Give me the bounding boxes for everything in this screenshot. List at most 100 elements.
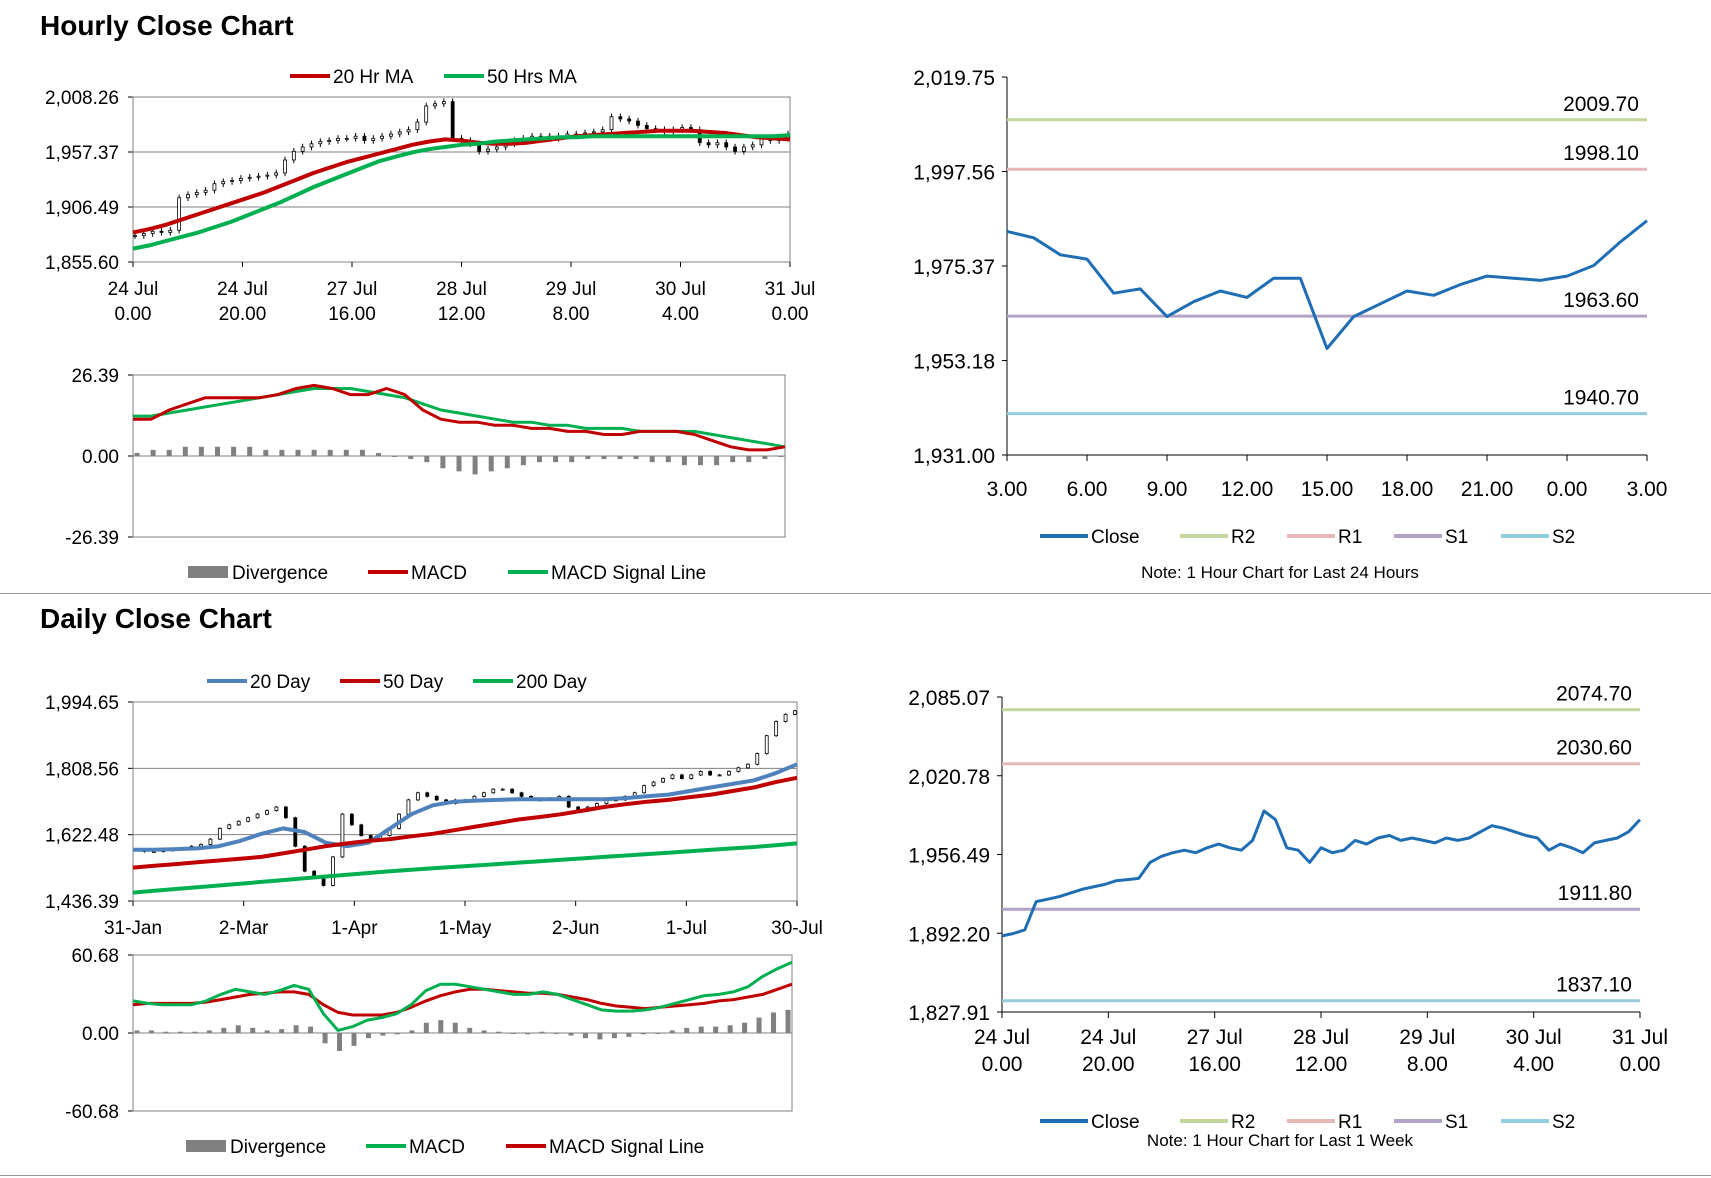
candle-body [300, 146, 305, 152]
legend-s1-label: S1 [1445, 527, 1468, 548]
x-tick-label: 0.00 [1547, 478, 1588, 501]
legend-s1-label: S1 [1445, 1112, 1468, 1133]
divergence-bar [762, 456, 768, 460]
divergence-bar [698, 1026, 704, 1033]
candle-body [349, 813, 354, 826]
divergence-bar [713, 1026, 719, 1033]
legend-r1-label: R1 [1338, 527, 1362, 548]
candle-body [371, 137, 376, 141]
x-tick-label: 24 Jul [1080, 1026, 1136, 1049]
candle-body [425, 792, 430, 797]
legend-close-label: Close [1091, 527, 1140, 548]
divergence-bar [392, 456, 398, 457]
divergence-bar [134, 452, 140, 456]
legend-divergence-swatch [188, 566, 228, 578]
candle-body [238, 177, 243, 181]
legend-0-label: 20 Day [250, 672, 311, 693]
x-tick-label: 9.00 [1147, 478, 1188, 501]
y-tick-label: 1,953.18 [913, 351, 995, 374]
divergence-bar [231, 446, 237, 456]
ma-line-ma50 [132, 775, 798, 870]
candle-body [434, 795, 439, 801]
candle-body [302, 845, 307, 872]
divergence-bar [148, 1030, 154, 1033]
candle-body [494, 146, 499, 150]
divergence-bar [585, 456, 591, 460]
level-label-s1: 1963.60 [1563, 289, 1639, 312]
candle-body [291, 150, 296, 161]
chart-note: Note: 1 Hour Chart for Last 24 Hours [1141, 563, 1419, 582]
candle-body [283, 159, 287, 174]
level-label-r2: 2074.70 [1556, 683, 1632, 706]
x-tick-label: 27 Jul [327, 279, 378, 300]
candle-body [679, 774, 684, 779]
candle-body [745, 763, 750, 769]
macd-line [133, 383, 786, 452]
divergence-bar [182, 446, 188, 456]
divergence-bar [423, 1022, 429, 1033]
divergence-bar [456, 456, 462, 472]
divergence-bar [376, 452, 381, 456]
x-tick-label: 4.00 [1513, 1053, 1554, 1076]
candle-body [168, 229, 173, 233]
x-tick-label: 24 Jul [974, 1026, 1030, 1049]
divergence-bar [496, 1031, 502, 1033]
divergence-bar [785, 1009, 791, 1033]
y-tick-label: 1,957.37 [45, 143, 119, 164]
legend-macd-label: MACD [409, 1137, 465, 1158]
macd-signal-line [132, 982, 793, 1017]
candle-body [327, 140, 332, 142]
divergence-bar [640, 1033, 646, 1035]
y-tick-label: 1,622.48 [45, 826, 119, 847]
x-tick-label: 27 Jul [1187, 1026, 1243, 1049]
legend-1-label: 50 Day [383, 672, 444, 693]
hourly-section-title: Hourly Close Chart [40, 10, 294, 41]
candle-body [415, 792, 420, 801]
divergence-bar [727, 1025, 733, 1033]
candle-body [727, 770, 731, 776]
divergence-bar [308, 1026, 314, 1033]
divergence-bar [438, 1020, 444, 1033]
x-tick-label: 28 Jul [1293, 1026, 1349, 1049]
candle-body [689, 774, 694, 779]
candle-body [724, 142, 729, 148]
bottom-divider [0, 1175, 1711, 1176]
x-tick-label: 2-Jun [552, 918, 600, 939]
divergence-bar [525, 1033, 531, 1035]
level-label-r1: 1998.10 [1563, 142, 1639, 165]
candle-body [698, 770, 703, 776]
candle-body [246, 817, 251, 822]
divergence-bar [150, 449, 156, 456]
close-line [1006, 219, 1648, 350]
candle-body [318, 141, 323, 145]
plot-frame [132, 96, 791, 263]
candle-body [636, 120, 640, 126]
divergence-bar [424, 456, 430, 463]
divergence-bar [215, 446, 220, 456]
candle-body [644, 124, 649, 130]
candle-body [618, 116, 623, 120]
candle-body [227, 824, 232, 829]
y-tick-label: 0.00 [82, 447, 119, 468]
candle-body [265, 174, 270, 177]
candle-body [510, 788, 515, 794]
y-tick-label: 1,827.91 [908, 1002, 990, 1025]
candle-body [491, 788, 496, 794]
candle-body [150, 230, 155, 234]
candle-body [406, 129, 411, 133]
y-tick-label: 1,997.56 [913, 162, 995, 185]
level-label-r2: 2009.70 [1563, 93, 1639, 116]
candle-body [793, 710, 797, 715]
candle-body [397, 131, 402, 135]
divergence-bar [311, 449, 317, 456]
y-tick-label: 0.00 [82, 1024, 119, 1045]
daily-section-title: Daily Close Chart [40, 603, 272, 634]
divergence-bar [617, 456, 623, 460]
divergence-bar [568, 1033, 574, 1036]
macd-line [132, 960, 793, 1032]
candle-body [309, 143, 314, 148]
candle-body [715, 142, 720, 146]
candle-body [256, 175, 261, 178]
candle-body [609, 116, 614, 131]
divergence-bar [295, 449, 301, 456]
